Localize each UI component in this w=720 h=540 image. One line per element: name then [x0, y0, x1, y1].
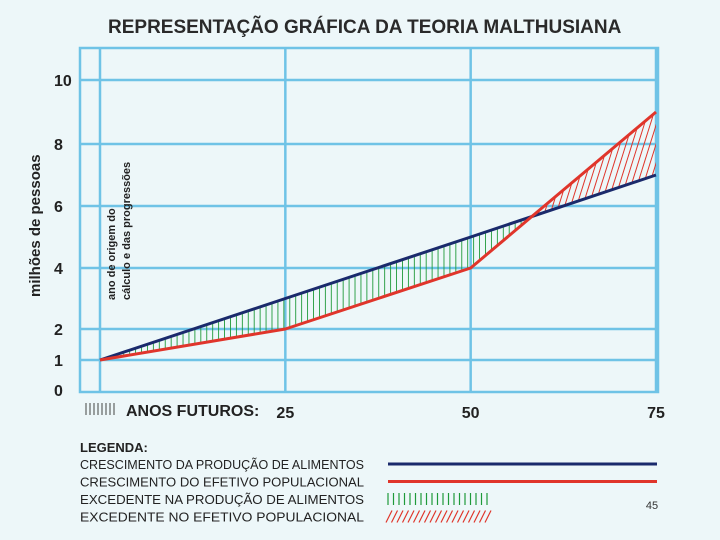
legend-swatch-hatch	[396, 510, 404, 523]
hatch-line	[686, 92, 720, 315]
legend-swatch-hatch	[445, 510, 454, 523]
legend-swatch-hatch	[478, 510, 487, 523]
hatch-line	[674, 92, 720, 315]
hatch-line	[532, 112, 589, 217]
legend-swatch-hatch	[473, 510, 481, 523]
legend-swatch-hatch	[451, 510, 459, 523]
legend-swatch-hatch	[418, 510, 426, 523]
y-tick-label: 1	[54, 353, 63, 370]
y-tick-label: 10	[54, 73, 72, 90]
legend-swatch-hatch	[429, 510, 437, 523]
hatch-line	[532, 112, 601, 217]
legend-swatch-hatch	[390, 510, 399, 523]
hatch-line	[458, 92, 528, 315]
y-tick-label: 0	[54, 383, 63, 400]
series-lines	[99, 110, 657, 362]
legend-swatch-hatch	[467, 510, 476, 523]
hatch-line	[583, 112, 655, 217]
hatch-line	[452, 92, 522, 315]
hatch-line	[655, 112, 656, 217]
hatch-line	[532, 112, 547, 217]
legend-item-label: CRESCIMENTO DO EFETIVO POPULACIONAL	[80, 476, 364, 490]
legend-item-label: EXCEDENTE NO EFETIVO POPULACIONAL	[80, 511, 364, 525]
hatch-line	[565, 112, 637, 217]
grid	[78, 46, 660, 394]
x-axis-ticks: 25 50 75	[276, 405, 665, 422]
origin-annotation-line: cálculo e das progressões	[121, 162, 133, 300]
chart-title: REPRESENTAÇÃO GRÁFICA DA TEORIA MALTHUSI…	[108, 16, 622, 38]
legend-swatch-hatch	[434, 510, 443, 523]
hatch-line	[631, 112, 656, 217]
y-tick-label: 2	[54, 322, 63, 339]
x-axis-prefix-label: ANOS FUTUROS:	[126, 403, 259, 420]
y-axis-label: milhões de pessoas	[27, 154, 44, 297]
plot-frame	[78, 46, 660, 394]
hatch-line	[637, 112, 656, 217]
hatch-line	[589, 112, 656, 217]
x-tick-label: 50	[462, 405, 480, 422]
x-prefix-hatch-icon	[85, 403, 115, 415]
legend-title: LEGENDA:	[80, 440, 148, 455]
hatch-line	[532, 112, 535, 217]
hatch-line	[532, 112, 553, 217]
x-tick-label: 25	[276, 405, 294, 422]
series-line-food	[99, 173, 657, 362]
origin-annotation-line: ano de origem do	[106, 208, 118, 300]
legend-swatch-hatch	[462, 510, 470, 523]
origin-annotation: ano de origem do cálculo e das progressõe…	[106, 162, 133, 300]
page-number: 45	[646, 500, 658, 512]
legend-item-label: EXCEDENTE NA PRODUÇÃO DE ALIMENTOS	[80, 493, 364, 507]
x-axis-prefix: ANOS FUTUROS:	[85, 403, 259, 420]
legend-item-label: CRESCIMENTO DA PRODUÇÃO DE ALIMENTOS	[80, 458, 364, 472]
hatch-line	[668, 92, 720, 315]
series-line-population	[99, 110, 657, 362]
x-tick-label: 75	[647, 405, 665, 422]
legend-swatch-hatch	[401, 510, 410, 523]
legend-swatch-hatch	[423, 510, 432, 523]
hatch-line	[532, 112, 595, 217]
legend-swatch-hatch	[456, 510, 465, 523]
legend-swatch-hatch	[407, 510, 415, 523]
hatch-line	[571, 112, 643, 217]
hatch-areas	[111, 92, 720, 358]
legend-swatch-hatch	[440, 510, 448, 523]
legend-swatch-hatch	[484, 510, 492, 523]
hatch-line	[625, 112, 656, 217]
legend: LEGENDA: CRESCIMENTO DA PRODUÇÃO DE ALIM…	[80, 440, 657, 525]
hatch-line	[662, 92, 720, 315]
y-tick-label: 6	[54, 199, 63, 216]
hatch-line	[680, 92, 720, 315]
y-tick-label: 4	[54, 261, 63, 278]
y-axis-ticks: 0 1 2 4 6 8 10	[54, 73, 72, 400]
hatch-line	[649, 112, 656, 217]
y-tick-label: 8	[54, 137, 63, 154]
hatch-line	[532, 112, 541, 217]
hatch-line	[601, 112, 656, 217]
hatch-population-surplus	[452, 92, 720, 315]
legend-swatch-hatch	[412, 510, 421, 523]
legend-swatch-hatch	[385, 510, 393, 523]
